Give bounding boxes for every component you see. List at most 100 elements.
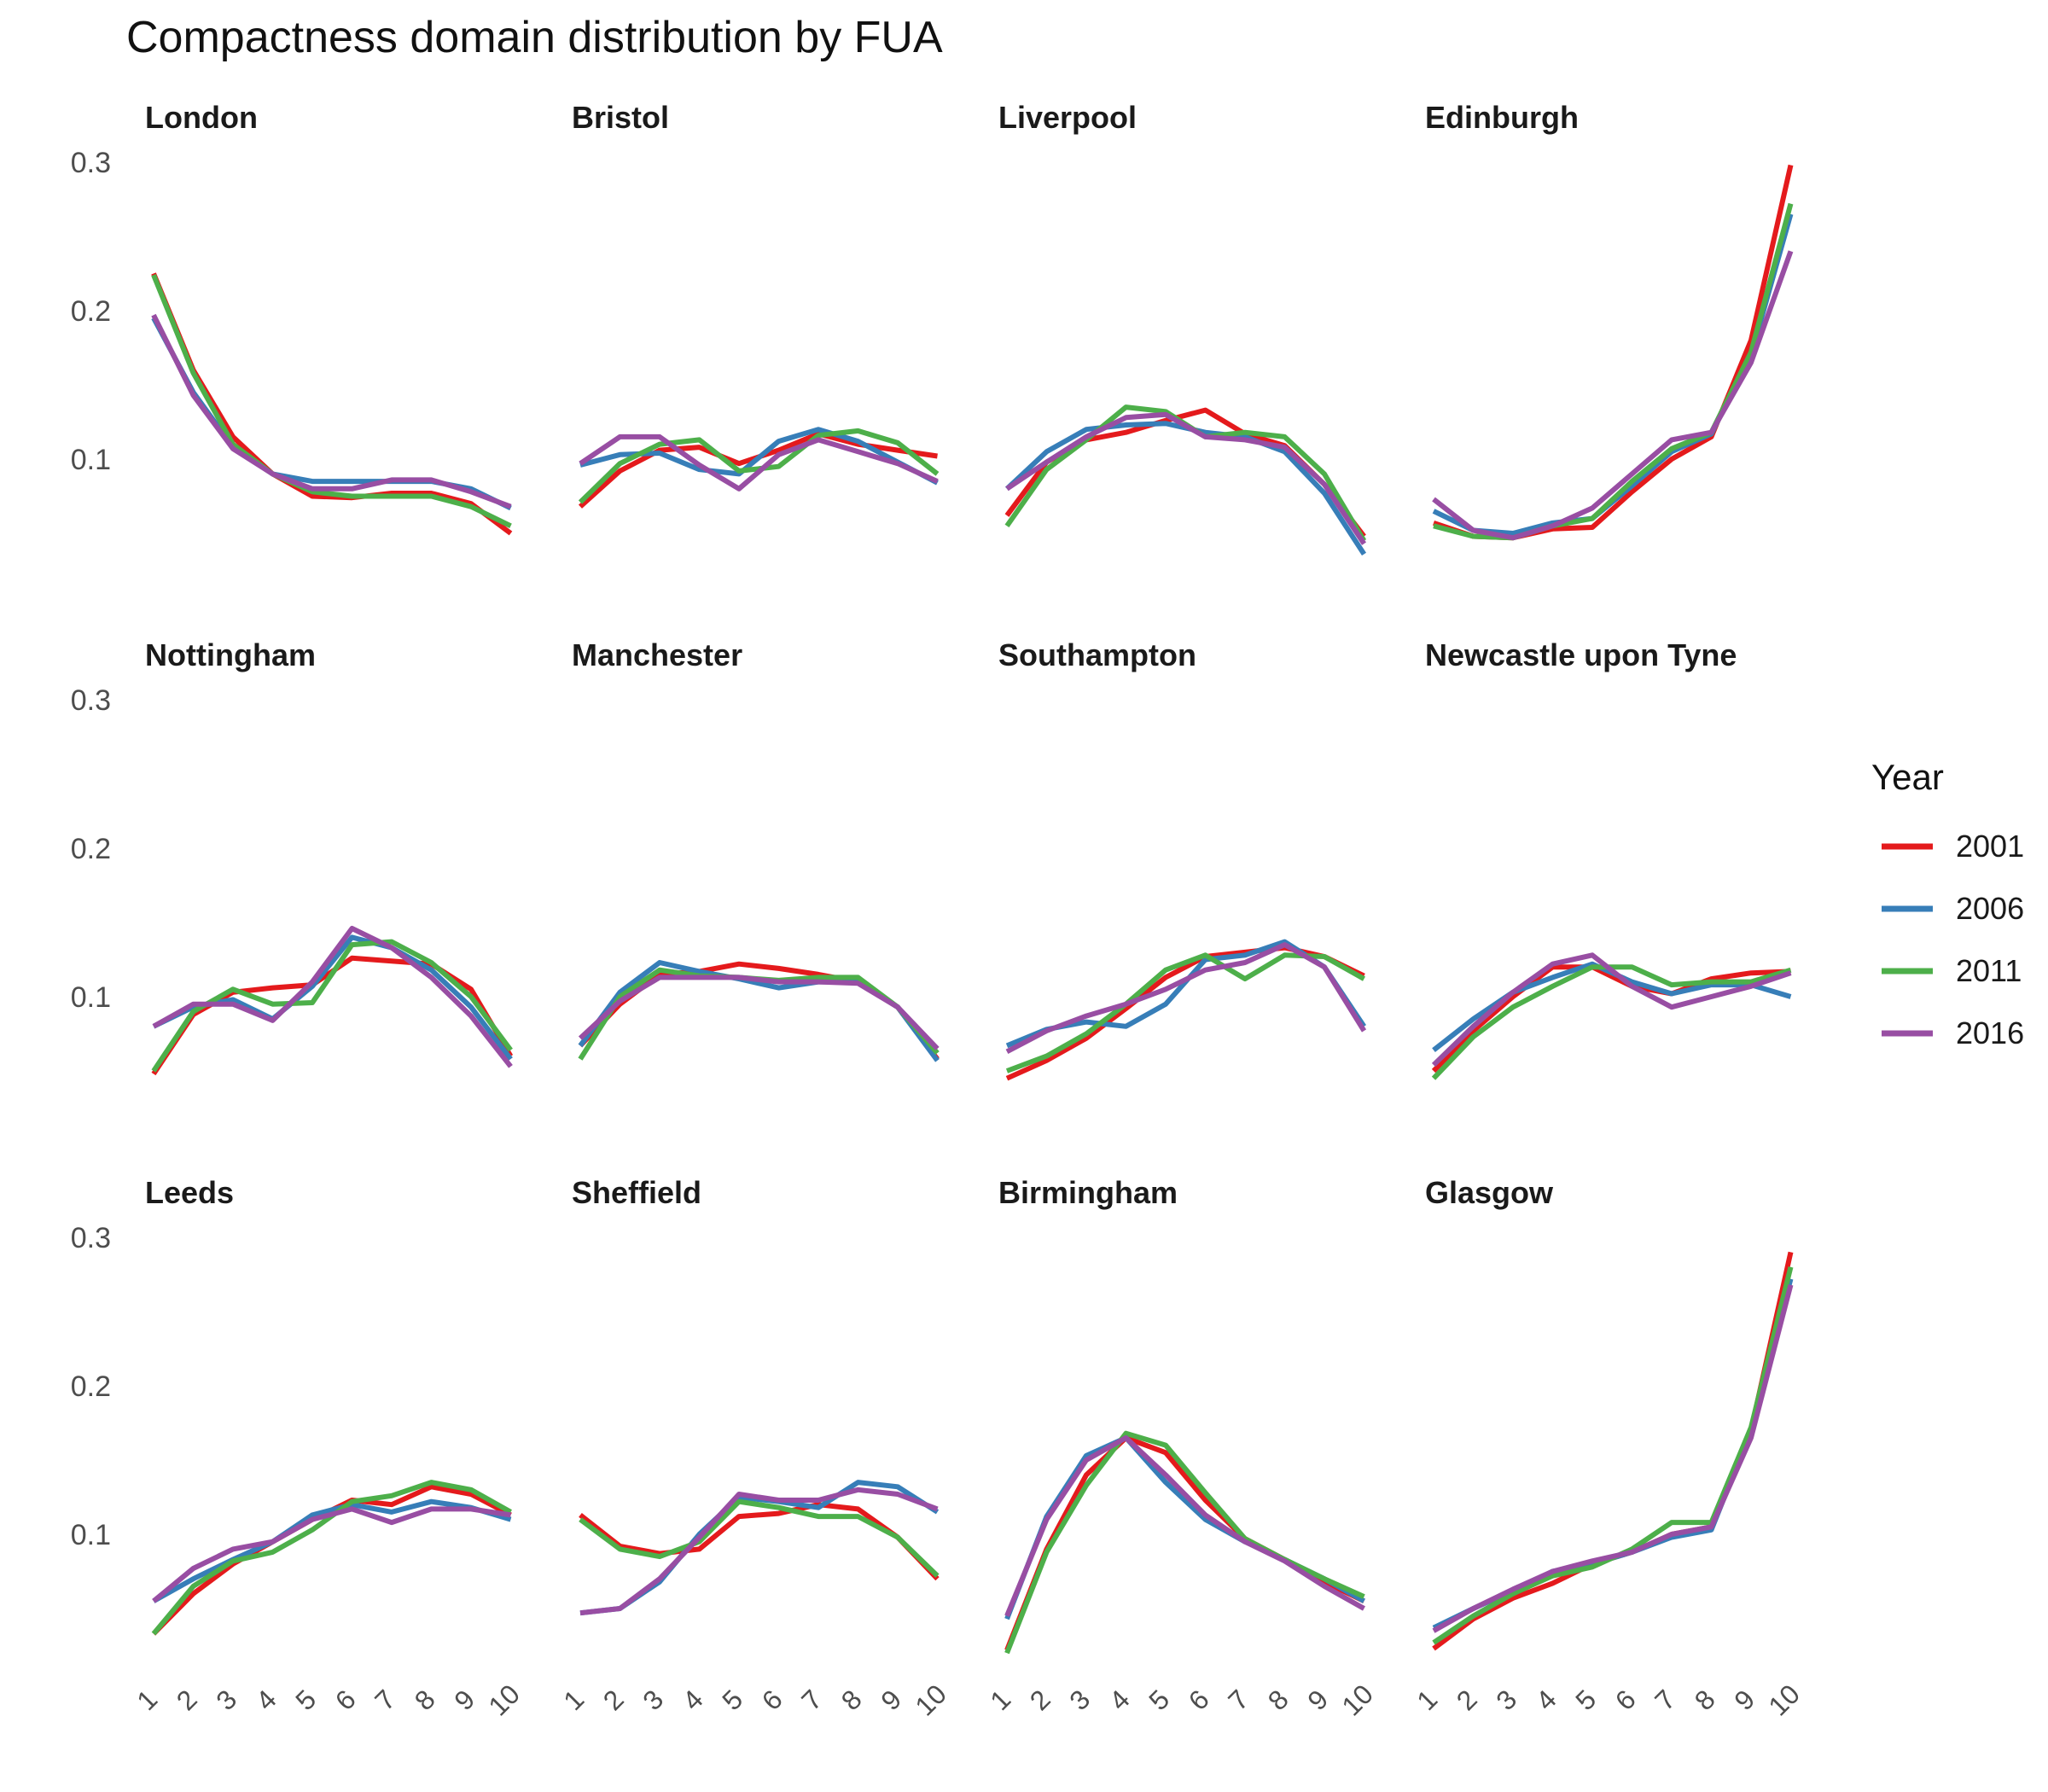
series-line-2016 (152, 1506, 511, 1603)
series-line-2001 (1433, 164, 1794, 541)
series-line-2016 (1005, 411, 1366, 545)
y-tick-label: 0.1 (71, 444, 111, 476)
x-tick-label: 7 (1222, 1684, 1254, 1716)
panel-title: Birmingham (998, 1175, 1178, 1210)
x-tick-label: 2 (1024, 1684, 1056, 1716)
series-line-2001 (1005, 945, 1365, 1081)
x-tick-label: 6 (1609, 1684, 1642, 1716)
x-tick-label: 8 (409, 1684, 441, 1716)
x-tick-label: 9 (448, 1684, 480, 1716)
series-line-2016 (1431, 952, 1792, 1068)
x-tick-label: 1 (557, 1684, 590, 1716)
x-tick-label: 4 (250, 1684, 282, 1716)
panel-title: Sheffield (572, 1175, 701, 1210)
legend-entries: 2001 2006 2011 2016 (1882, 829, 2024, 1050)
x-tick-label: 9 (1301, 1684, 1334, 1716)
panel-title: Nottingham (145, 637, 316, 672)
legend: Year 2001 2006 2011 2016 (1871, 757, 2024, 1050)
series-line-2016 (1432, 1283, 1794, 1633)
panel-manchester: Manchester (572, 637, 940, 1062)
x-tick-label: 8 (1689, 1684, 1721, 1716)
x-tick-label: 2 (1451, 1684, 1483, 1716)
panels-layer: London Bristol Liverpool Edinburgh Nottingha… (145, 100, 1794, 1655)
panel-birmingham: Birmingham (998, 1175, 1365, 1655)
x-tick-label: 10 (1335, 1679, 1379, 1722)
panel-newcastle-upon-tyne: Newcastle upon Tyne (1425, 637, 1792, 1080)
x-tick-label: 4 (677, 1684, 709, 1716)
x-tick-label: 7 (369, 1684, 401, 1716)
series-line-2006 (1432, 1277, 1794, 1631)
x-tick-label: 7 (1649, 1684, 1681, 1716)
panel-title: Bristol (572, 100, 669, 135)
x-tick-label: 6 (1183, 1684, 1215, 1716)
y-tick-label: 0.3 (71, 147, 111, 179)
legend-entry-2011: 2011 (1882, 953, 2022, 988)
x-tick-label: 5 (1569, 1684, 1602, 1716)
panel-liverpool: Liverpool (998, 100, 1367, 556)
panel-sheffield: Sheffield (572, 1175, 940, 1616)
x-tick-label: 10 (482, 1679, 526, 1722)
series-line-2016 (152, 926, 513, 1068)
panel-nottingham: Nottingham (145, 637, 514, 1076)
x-tick-label: 9 (1728, 1684, 1760, 1716)
x-tick-label: 1 (131, 1684, 163, 1716)
series-line-2016 (1005, 942, 1367, 1055)
y-tick-label: 0.3 (71, 1222, 111, 1254)
x-tick-label: 1 (984, 1684, 1016, 1716)
series-line-2006 (1004, 421, 1367, 556)
y-axis-layer: 0.1 0.2 0.3 0.1 0.2 0.3 0.1 0.2 0.3 (71, 147, 111, 1551)
series-line-2001 (1431, 964, 1791, 1073)
panel-london: London (145, 100, 513, 536)
series-line-2016 (579, 1487, 939, 1616)
legend-label: 2001 (1956, 829, 2024, 864)
series-line-2011 (1432, 1266, 1794, 1645)
x-tick-label: 5 (289, 1684, 322, 1716)
panel-bristol: Bristol (572, 100, 940, 509)
series-line-2011 (1433, 202, 1794, 541)
series-line-2016 (151, 313, 512, 509)
y-tick-label: 0.2 (71, 295, 111, 328)
series-line-2011 (1004, 1430, 1365, 1655)
x-tick-label: 4 (1103, 1684, 1136, 1716)
x-tick-label: 8 (1262, 1684, 1295, 1716)
series-line-2011 (1431, 964, 1792, 1080)
y-tick-label: 0.2 (71, 1370, 111, 1403)
x-tick-label: 6 (756, 1684, 788, 1716)
x-tick-label: 2 (171, 1684, 203, 1716)
x-tick-label: 1 (1411, 1684, 1443, 1716)
x-tick-label: 4 (1530, 1684, 1562, 1716)
x-tick-label: 10 (1762, 1679, 1806, 1722)
x-tick-label: 9 (875, 1684, 907, 1716)
x-tick-label: 7 (795, 1684, 828, 1716)
legend-title: Year (1871, 757, 1944, 797)
y-tick-label: 0.2 (71, 833, 111, 865)
x-tick-label: 5 (716, 1684, 748, 1716)
series-line-2001 (1432, 1251, 1794, 1651)
series-line-2016 (579, 433, 939, 492)
legend-label: 2006 (1956, 891, 2024, 926)
series-line-2016 (1432, 250, 1794, 541)
x-tick-label: 6 (329, 1684, 362, 1716)
panel-title: Glasgow (1425, 1175, 1554, 1210)
y-tick-label: 0.3 (71, 684, 111, 717)
series-line-2011 (579, 1498, 940, 1578)
x-tick-label: 2 (597, 1684, 630, 1716)
series-line-2006 (152, 1498, 512, 1603)
x-tick-label: 8 (835, 1684, 868, 1716)
panel-title: Edinburgh (1425, 100, 1579, 135)
panel-title: Southampton (998, 637, 1196, 672)
legend-entry-2001: 2001 (1882, 829, 2024, 864)
panel-title: Newcastle upon Tyne (1425, 637, 1737, 672)
x-tick-label: 3 (1490, 1684, 1522, 1716)
x-tick-label: 5 (1143, 1684, 1175, 1716)
panel-title: London (145, 100, 258, 135)
panel-edinburgh: Edinburgh (1425, 100, 1794, 541)
x-tick-label: 3 (210, 1684, 242, 1716)
series-line-2016 (1004, 1434, 1365, 1617)
panel-title: Manchester (572, 637, 742, 672)
y-tick-label: 0.1 (71, 1519, 111, 1551)
panel-title: Leeds (145, 1175, 234, 1210)
x-tick-label: 10 (909, 1679, 952, 1722)
panel-glasgow: Glasgow (1425, 1175, 1794, 1651)
